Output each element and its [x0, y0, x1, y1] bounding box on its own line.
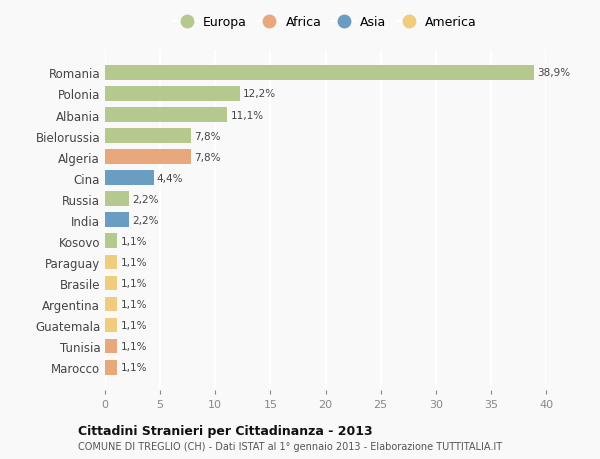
Text: 1,1%: 1,1% — [121, 257, 147, 267]
Bar — [105, 108, 227, 123]
Text: 2,2%: 2,2% — [133, 215, 159, 225]
Text: 2,2%: 2,2% — [133, 194, 159, 204]
Text: 1,1%: 1,1% — [121, 362, 147, 372]
Bar — [105, 297, 117, 312]
Text: 1,1%: 1,1% — [121, 299, 147, 309]
Bar — [105, 150, 191, 165]
Bar — [105, 192, 129, 207]
Text: 1,1%: 1,1% — [121, 320, 147, 330]
Text: 7,8%: 7,8% — [194, 131, 221, 141]
Bar — [105, 129, 191, 144]
Bar — [105, 318, 117, 333]
Bar — [105, 339, 117, 354]
Bar — [105, 255, 117, 270]
Bar — [105, 66, 534, 81]
Text: Cittadini Stranieri per Cittadinanza - 2013: Cittadini Stranieri per Cittadinanza - 2… — [78, 424, 373, 437]
Text: 12,2%: 12,2% — [243, 90, 276, 99]
Bar — [105, 276, 117, 291]
Text: 1,1%: 1,1% — [121, 236, 147, 246]
Bar — [105, 213, 129, 228]
Bar — [105, 171, 154, 185]
Text: 4,4%: 4,4% — [157, 174, 184, 183]
Text: 1,1%: 1,1% — [121, 341, 147, 351]
Text: COMUNE DI TREGLIO (CH) - Dati ISTAT al 1° gennaio 2013 - Elaborazione TUTTITALIA: COMUNE DI TREGLIO (CH) - Dati ISTAT al 1… — [78, 441, 502, 451]
Text: 7,8%: 7,8% — [194, 152, 221, 162]
Legend: Europa, Africa, Asia, America: Europa, Africa, Asia, America — [174, 16, 477, 29]
Text: 38,9%: 38,9% — [537, 68, 571, 78]
Bar — [105, 234, 117, 249]
Bar — [105, 360, 117, 375]
Text: 1,1%: 1,1% — [121, 278, 147, 288]
Bar — [105, 87, 239, 101]
Text: 11,1%: 11,1% — [230, 110, 264, 120]
